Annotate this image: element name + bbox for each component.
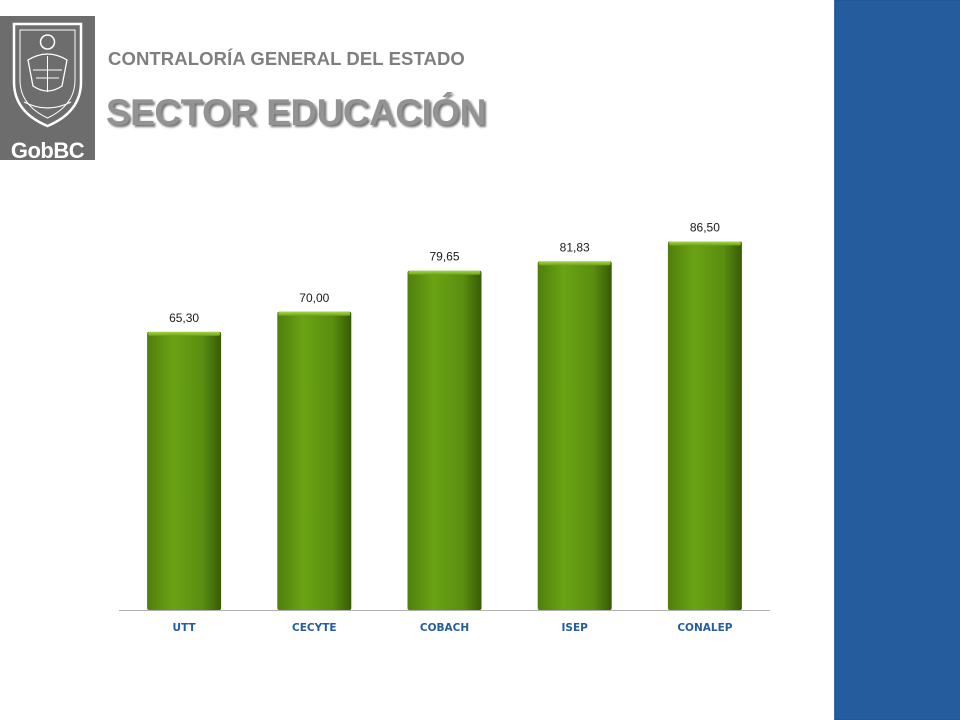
category-label: ISEP [562, 622, 589, 634]
gobbc-logo: GobBC GOBIERNO DEL ESTADO [0, 16, 95, 169]
data-label: 79,65 [429, 250, 459, 264]
bar-highlight [668, 241, 741, 246]
bar-highlight [148, 331, 221, 336]
data-label: 86,50 [690, 221, 720, 235]
bar-highlight [408, 270, 481, 275]
logo-text: GobBC [10, 138, 85, 163]
category-label: UTT [173, 622, 197, 634]
state-seal-icon [12, 22, 83, 128]
logo-subtext: GOBIERNO DEL ESTADO [14, 164, 81, 169]
bar-highlight [538, 261, 611, 266]
data-label: 65,30 [169, 311, 199, 325]
category-label: CECYTE [292, 622, 337, 634]
side-accent-panel [834, 0, 960, 720]
bar-conalep [667, 241, 742, 610]
organization-title: CONTRALORÍA GENERAL DEL ESTADO [108, 48, 465, 69]
bar-cobach [407, 270, 482, 610]
bar-isep [537, 261, 612, 610]
bar-cecyte [277, 311, 352, 610]
category-label: CONALEP [677, 622, 732, 634]
category-label: COBACH [420, 622, 469, 634]
bar-highlight [278, 311, 351, 316]
bar-chart: 65,30 UTT 70,00 CECYTE 79,65 COBACH 81,83 ISEP 8… [119, 221, 770, 634]
bar-utt [147, 331, 222, 610]
page-title: SECTOR EDUCACIÓN [106, 92, 486, 133]
data-label: 70,00 [299, 291, 329, 305]
data-label: 81,83 [560, 240, 590, 254]
